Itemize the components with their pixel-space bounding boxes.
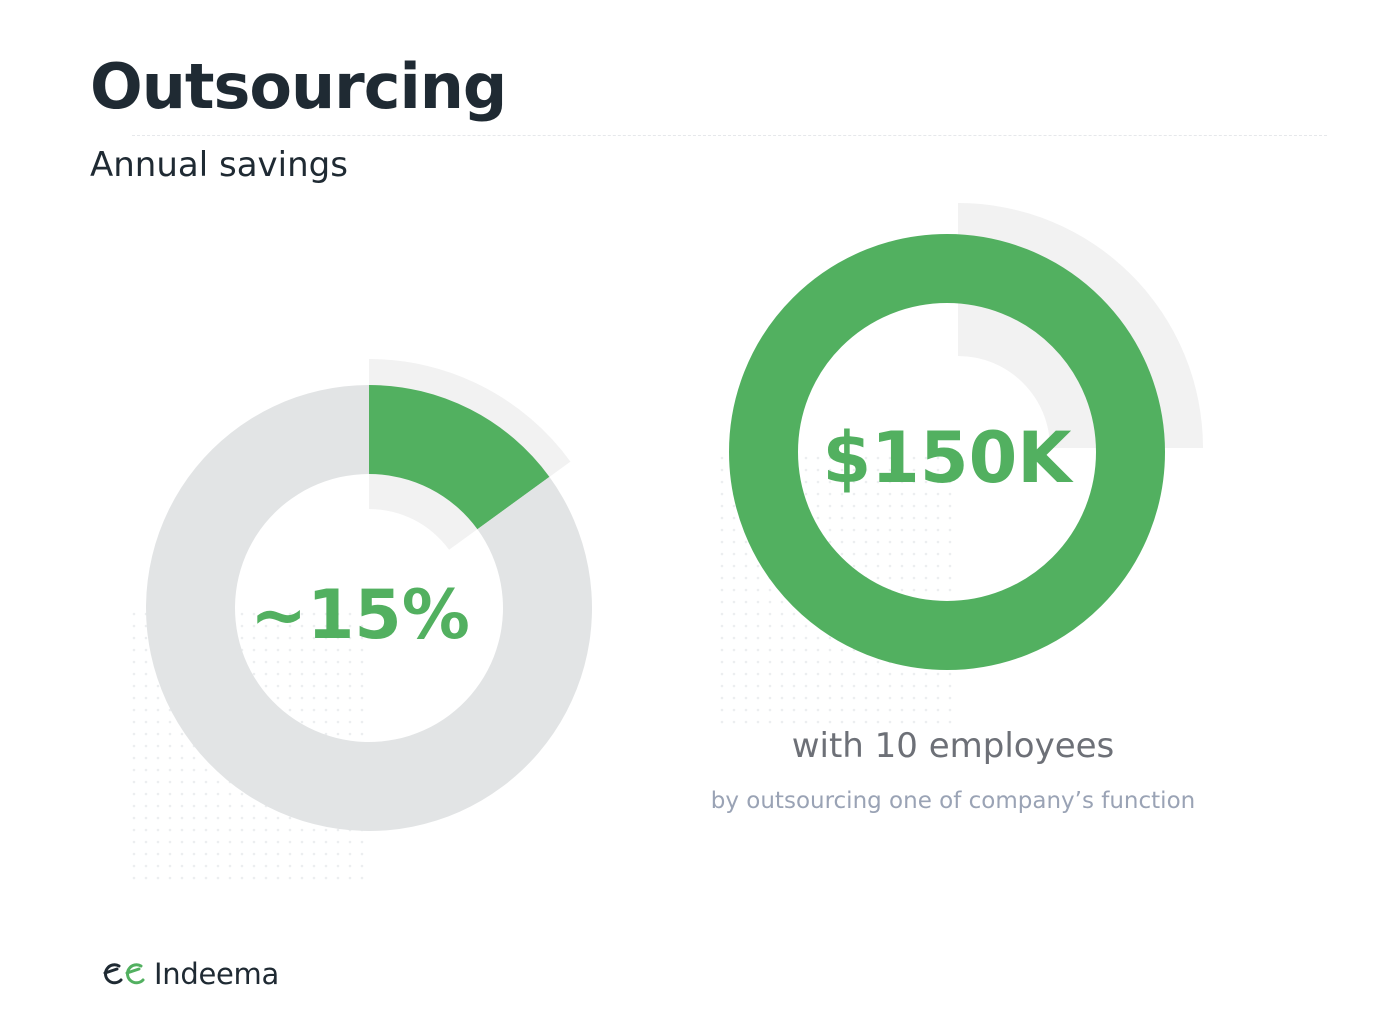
page-title: Outsourcing [90,50,507,123]
indeema-logo-icon [103,963,145,985]
title-divider [132,135,1327,136]
donut-chart-savings-amount [729,203,1203,670]
donut-slice-2 [145,385,592,832]
donut-chart-savings-percent [145,359,592,832]
donut-center-label-amount: $150K [822,417,1074,499]
caption-sub: by outsourcing one of company’s function [710,788,1196,814]
donut-slice-1 [369,385,550,530]
caption-main: with 10 employees [791,726,1115,766]
donut-slice-1 [729,234,1165,670]
donut-center-label-percent: ~15% [250,576,470,655]
brand-name: Indeema [154,957,279,991]
page-subtitle: Annual savings [90,145,348,185]
brand-logo: Indeema [100,956,279,992]
